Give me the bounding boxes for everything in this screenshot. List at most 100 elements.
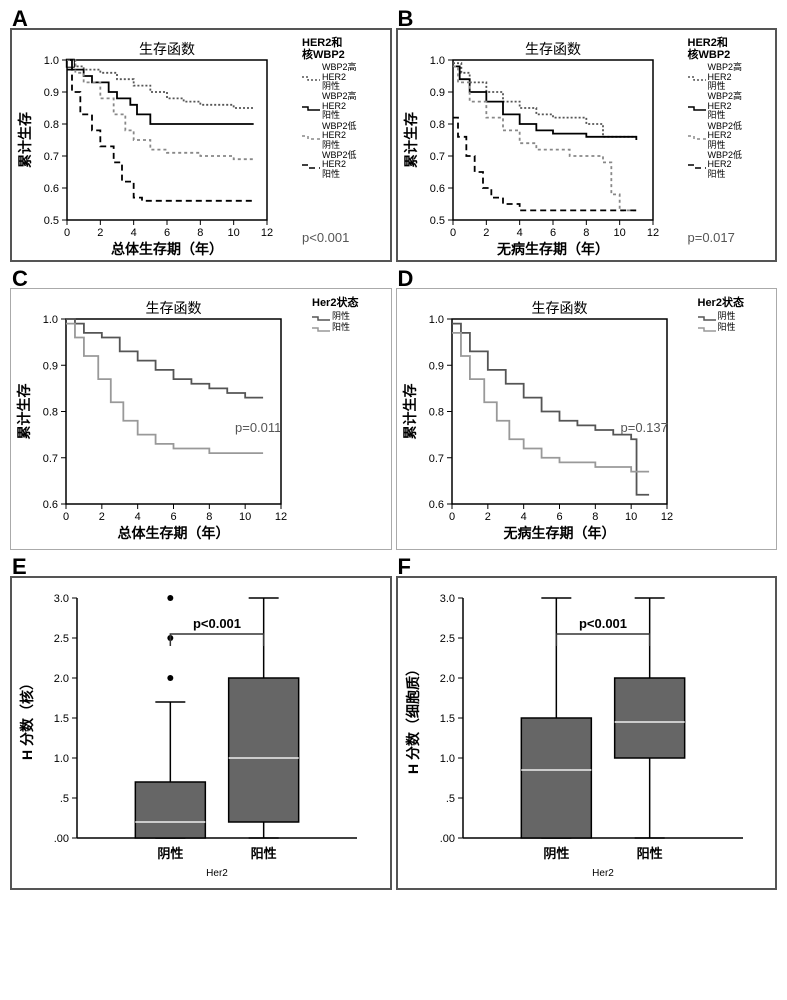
series-1: [452, 333, 649, 472]
ytick: 2.5: [54, 633, 69, 645]
series-3: [67, 70, 254, 201]
ytick: 0.9: [429, 87, 444, 99]
outlier: [167, 595, 173, 601]
chart-title: 生存函数: [525, 41, 581, 57]
legend-item: WBP2低HER2阳性: [688, 151, 743, 179]
legend-text: 阳性: [718, 323, 736, 332]
ytick: 2.0: [54, 673, 69, 685]
xlabel: 无病生存期（年）: [496, 241, 609, 257]
pvalue: p<0.001: [193, 616, 241, 631]
legend-text: WBP2高HER2阳性: [322, 92, 357, 120]
ytick: 0.7: [44, 151, 59, 163]
legend-text: WBP2低HER2阴性: [708, 122, 743, 150]
ytick: .00: [54, 833, 69, 845]
panel-d: D 生存函数0.60.70.80.91.0024681012无病生存期（年）累计…: [396, 270, 778, 550]
ytick: 3.0: [439, 593, 454, 605]
ytick: 1.5: [54, 713, 69, 725]
xtick: 0: [64, 227, 70, 239]
ylabel: 累计生存: [16, 384, 32, 440]
xtick: 12: [660, 511, 672, 523]
panel-a: A 生存函数0.50.60.70.80.91.0024681012总体生存期（年…: [10, 10, 392, 262]
ytick: 0.6: [44, 183, 59, 195]
xlabel: 无病生存期（年）: [502, 525, 615, 541]
category-label: 阴性: [543, 846, 569, 861]
xtick: 0: [448, 511, 454, 523]
legend-item: WBP2高HER2阴性: [688, 63, 743, 91]
ytick: 1.0: [44, 55, 59, 67]
panel-e: E .00.51.01.52.02.53.0阴性阳性p<0.001H 分数（核）…: [10, 558, 392, 890]
series-1: [66, 324, 263, 454]
legend-text: WBP2低HER2阴性: [322, 122, 357, 150]
xtick: 4: [520, 511, 526, 523]
legend-item: WBP2低HER2阴性: [302, 122, 357, 150]
legend-swatch: [302, 72, 320, 82]
legend-text: 阳性: [332, 323, 350, 332]
legend-item: 阴性: [698, 312, 744, 322]
panel-f-label: F: [398, 554, 411, 580]
series-3: [453, 118, 636, 211]
xtick: 6: [556, 511, 562, 523]
panel-c: C 生存函数0.60.70.80.91.0024681012总体生存期（年）累计…: [10, 270, 392, 550]
panel-f-chart: .00.51.01.52.02.53.0阴性阳性p<0.001H 分数（细胞质）…: [396, 576, 778, 890]
ytick: 1.0: [429, 55, 444, 67]
legend-swatch: [312, 323, 330, 333]
legend-swatch: [312, 312, 330, 322]
xtick: 0: [449, 227, 455, 239]
ytick: 0.6: [429, 183, 444, 195]
xtick: 8: [197, 227, 203, 239]
ytick: 0.9: [428, 360, 443, 372]
xtick: 0: [63, 511, 69, 523]
ytick: 0.6: [43, 499, 58, 511]
panel-c-pvalue: p=0.011: [235, 420, 281, 435]
legend-swatch: [302, 160, 320, 170]
ytick: 0.7: [429, 151, 444, 163]
ytick: 2.0: [439, 673, 454, 685]
series-2: [453, 66, 636, 210]
ytick: 1.0: [43, 314, 58, 326]
panel-a-label: A: [12, 6, 28, 32]
legend-swatch: [688, 102, 706, 112]
legend-swatch: [688, 160, 706, 170]
legend-text: WBP2高HER2阳性: [708, 92, 743, 120]
legend-text: WBP2低HER2阳性: [322, 151, 357, 179]
legend-text: WBP2低HER2阳性: [708, 151, 743, 179]
panel-a-legend: HER2和核WBP2WBP2高HER2阴性WBP2高HER2阳性WBP2低HER…: [302, 38, 357, 180]
panel-b: B 生存函数0.50.60.70.80.91.0024681012无病生存期（年…: [396, 10, 778, 262]
panel-a-pvalue: p<0.001: [302, 230, 349, 245]
ylabel: H 分数（细胞质）: [405, 662, 421, 774]
ytick: 0.6: [428, 499, 443, 511]
xtick: 2: [97, 227, 103, 239]
ylabel: 累计生存: [17, 112, 33, 168]
box: [614, 678, 684, 758]
pvalue: p<0.001: [578, 616, 626, 631]
ytick: 1.5: [439, 713, 454, 725]
outlier: [167, 675, 173, 681]
panel-c-legend: Her2状态阴性阳性: [312, 298, 358, 334]
ytick: 0.9: [44, 87, 59, 99]
legend-item: WBP2高HER2阳性: [688, 92, 743, 120]
legend-swatch: [302, 131, 320, 141]
legend-item: 阳性: [312, 323, 358, 333]
xtick: 2: [99, 511, 105, 523]
legend-swatch: [302, 102, 320, 112]
ylabel: 累计生存: [402, 384, 418, 440]
legend-item: WBP2低HER2阴性: [688, 122, 743, 150]
xtick: 12: [261, 227, 273, 239]
xlabel: Her2: [592, 868, 614, 879]
ylabel: H 分数（核）: [19, 676, 35, 760]
series-2: [67, 60, 254, 159]
xtick: 10: [625, 511, 637, 523]
ytick: 0.5: [44, 215, 59, 227]
legend-item: 阳性: [698, 323, 744, 333]
xtick: 8: [583, 227, 589, 239]
xtick: 4: [135, 511, 141, 523]
legend-header: HER2和核WBP2: [302, 38, 357, 61]
series-0: [453, 63, 636, 137]
panel-f: F .00.51.01.52.02.53.0阴性阳性p<0.001H 分数（细胞…: [396, 558, 778, 890]
xtick: 4: [516, 227, 522, 239]
legend-swatch: [688, 72, 706, 82]
series-0: [452, 324, 649, 495]
ylabel: 累计生存: [403, 112, 419, 168]
ytick: .00: [439, 833, 454, 845]
legend-text: WBP2高HER2阴性: [322, 63, 357, 91]
